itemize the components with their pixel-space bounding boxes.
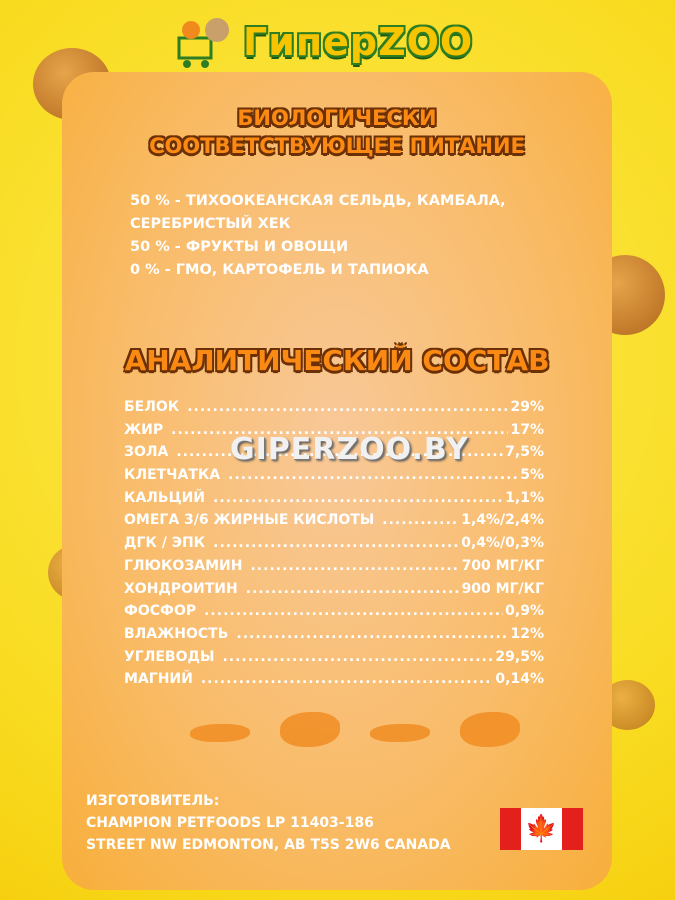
nutrient-name: ДГК / ЭПК [124,535,206,552]
analysis-table: БЕЛОК 29% ЖИР 17% ЗОЛА 7,5% КЛЕТЧАТКА 5% КАЛЬЦИЙ… [124,399,544,694]
pets-cart-icon [177,18,229,68]
watermark: GIPERZOO.BY [230,432,469,467]
nutrient-value: 17% [510,421,544,438]
logo-text: ГиперZOO [243,20,474,64]
composition-line: СЕРЕБРИСТЫЙ ХЕК [130,216,291,232]
nutrient-value: 12% [510,625,544,642]
nutrient-value: 5% [520,467,544,484]
nutrient-name: УГЛЕВОДЫ [124,648,215,665]
analytic-title: АНАЛИТИЧЕСКИЙ СОСТАВ [124,344,550,377]
fruit-icon [460,712,520,747]
composition-list: 50 % - ТИХООКЕАНСКАЯ СЕЛЬДЬ, КАМБАЛА, СЕ… [130,190,506,282]
analysis-row: ОМЕГА 3/6 ЖИРНЫЕ КИСЛОТЫ 1,4%/2,4% [124,512,544,535]
nutrient-name: КЛЕТЧАТКА [124,467,221,484]
nutrient-value: 0,9% [505,603,544,620]
nutrient-name: ВЛАЖНОСТЬ [124,625,229,642]
manufacturer-label: ИЗГОТОВИТЕЛЬ: [86,793,220,809]
canada-flag-icon: 🍁 [500,808,583,850]
analysis-row: МАГНИЙ 0,14% [124,671,544,694]
analysis-row: БЕЛОК 29% [124,399,544,422]
nutrient-value: 700 МГ/КГ [461,557,544,574]
nutrient-name: БЕЛОК [124,399,180,415]
nutrient-name: ОМЕГА 3/6 ЖИРНЫЕ КИСЛОТЫ [124,512,375,529]
analysis-row: УГЛЕВОДЫ 29,5% [124,649,544,672]
manufacturer: ИЗГОТОВИТЕЛЬ: CHAMPION PETFOODS LP 11403… [86,790,451,856]
analysis-row: ДГК / ЭПК 0,4%/0,3% [124,535,544,558]
nutrient-value: 1,4%/2,4% [461,512,544,529]
dot-leader [222,649,493,665]
nutrient-value: 29,5% [495,648,544,665]
dot-leader [250,558,459,574]
analysis-row: ГЛЮКОЗАМИН 700 МГ/КГ [124,558,544,581]
bio-title-line: БИОЛОГИЧЕСКИ [237,106,437,130]
nutrient-value: 0,4%/0,3% [461,535,544,552]
nutrient-name: ХОНДРОИТИН [124,580,238,597]
nutrient-value: 0,14% [495,671,544,688]
logo: ГиперZOO [175,10,485,74]
nutrient-value: 29% [510,399,544,415]
analysis-row: КАЛЬЦИЙ 1,1% [124,490,544,513]
nutrient-name: ЗОЛА [124,444,169,461]
nutrient-name: ЖИР [124,421,164,438]
composition-line: 0 % - ГМО, КАРТОФЕЛЬ И ТАПИОКА [130,262,429,278]
dot-leader [213,490,503,506]
dot-leader [228,467,518,483]
nutrient-value: 7,5% [505,444,544,461]
analysis-row: ВЛАЖНОСТЬ 12% [124,626,544,649]
dot-leader [246,581,460,597]
nutrient-name: ФОСФОР [124,603,197,620]
dot-leader [382,512,459,528]
manufacturer-line: STREET NW EDMONTON, AB T5S 2W6 CANADA [86,837,451,853]
bio-title: БИОЛОГИЧЕСКИ СООТВЕТСТВУЮЩЕЕ ПИТАНИЕ [62,104,612,160]
nutrient-name: ГЛЮКОЗАМИН [124,557,243,574]
manufacturer-line: CHAMPION PETFOODS LP 11403-186 [86,815,374,831]
composition-line: 50 % - ТИХООКЕАНСКАЯ СЕЛЬДЬ, КАМБАЛА, [130,193,506,209]
dot-leader [236,626,508,642]
analysis-row: ФОСФОР 0,9% [124,603,544,626]
analysis-row: ЗОЛА 7,5% [124,444,544,467]
dot-leader [201,671,494,687]
analysis-row: ЖИР 17% [124,422,544,445]
dot-leader [204,603,503,619]
fish-icon [370,724,430,742]
fish-icon [190,724,250,742]
dot-leader [213,535,459,551]
nutrient-name: КАЛЬЦИЙ [124,489,205,506]
nutrient-value: 1,1% [505,489,544,506]
analysis-row: ХОНДРОИТИН 900 МГ/КГ [124,581,544,604]
dot-leader [187,399,508,415]
nutrient-name: МАГНИЙ [124,671,193,688]
analysis-row: КЛЕТЧАТКА 5% [124,467,544,490]
nutrient-value: 900 МГ/КГ [461,580,544,597]
bio-title-line: СООТВЕТСТВУЮЩЕЕ ПИТАНИЕ [149,134,525,158]
flounder-icon [280,712,340,747]
composition-line: 50 % - ФРУКТЫ И ОВОЩИ [130,239,349,255]
fish-icons [190,712,520,747]
